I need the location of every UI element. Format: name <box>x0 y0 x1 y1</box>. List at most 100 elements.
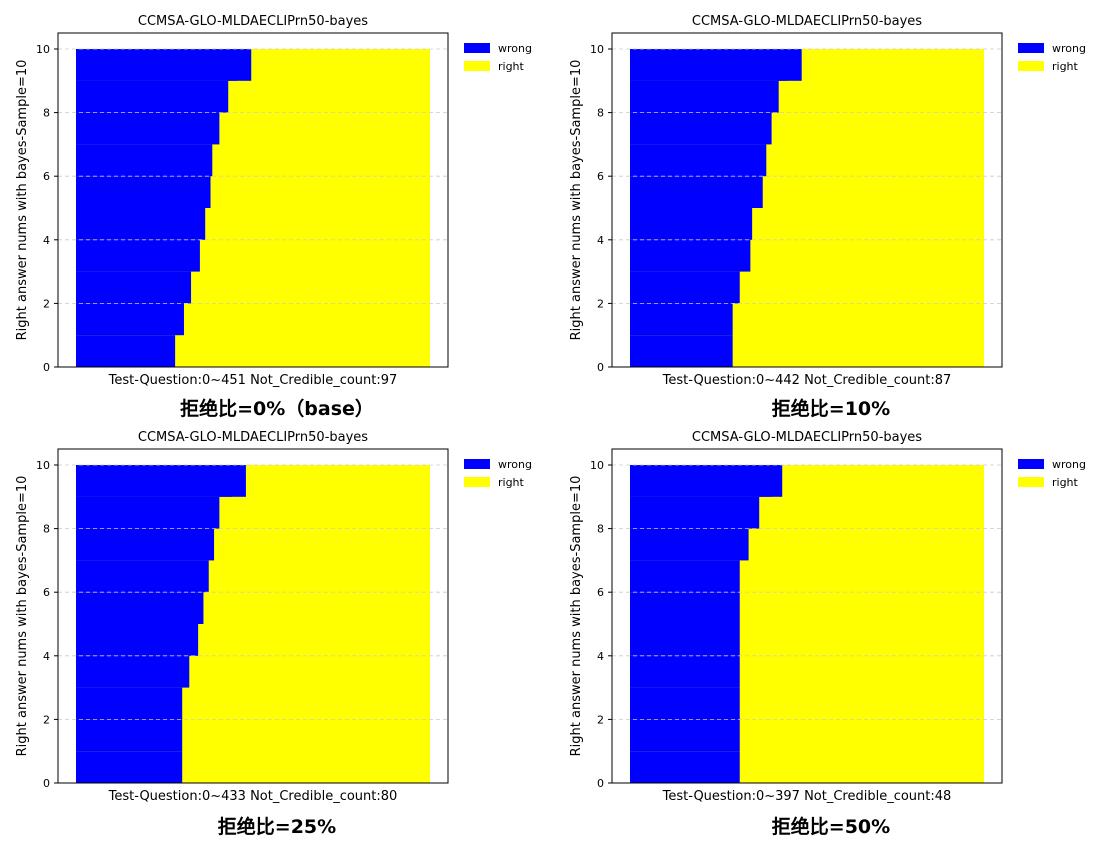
legend-swatch <box>1018 43 1044 53</box>
y-tick-label: 0 <box>43 777 50 790</box>
y-tick-label: 10 <box>36 459 50 472</box>
y-tick-label: 8 <box>597 523 604 536</box>
y-tick-label: 4 <box>597 650 604 663</box>
y-tick-label: 6 <box>43 586 50 599</box>
y-tick-label: 10 <box>590 43 604 56</box>
y-tick-label: 0 <box>597 777 604 790</box>
wrong-bar <box>76 465 246 497</box>
chart-svg-1: CCMSA-GLO-MLDAECLIPrn50-bayes 0 2 4 6 8 10 Righ… <box>569 14 1086 388</box>
wrong-bar <box>630 80 779 113</box>
x-axis-label: Test-Question:0~433 Not_Credible_count:8… <box>108 789 398 804</box>
legend-label: wrong <box>498 42 532 55</box>
wrong-bar <box>76 687 183 720</box>
wrong-bar <box>76 751 183 783</box>
wrong-bar <box>76 655 190 688</box>
wrong-bar <box>630 271 740 304</box>
axes-frame <box>57 448 449 784</box>
y-tick-label: 4 <box>43 650 50 663</box>
wrong-bar <box>76 112 220 145</box>
wrong-bar <box>630 465 783 497</box>
wrong-bar <box>630 655 740 688</box>
wrong-bar <box>630 560 740 593</box>
wrong-bar <box>630 208 753 240</box>
wrong-bar <box>630 751 740 783</box>
wrong-bar <box>76 208 206 240</box>
wrong-bar <box>630 528 749 561</box>
y-tick-label: 8 <box>597 107 604 120</box>
wrong-bar <box>630 303 733 336</box>
legend-swatch <box>1018 61 1044 71</box>
legend-swatch <box>1018 459 1044 469</box>
wrong-bar <box>76 624 199 656</box>
chart-svg-2: CCMSA-GLO-MLDAECLIPrn50-bayes 0 2 4 6 8 10 Righ… <box>15 430 532 804</box>
wrong-bar <box>630 719 740 752</box>
wrong-bar <box>76 271 192 304</box>
y-tick-label: 0 <box>597 361 604 374</box>
wrong-bar <box>630 592 740 624</box>
x-axis-label: Test-Question:0~442 Not_Credible_count:8… <box>662 373 952 388</box>
axes-frame <box>611 32 1003 368</box>
legend-swatch <box>464 61 490 71</box>
wrong-bar <box>76 80 229 113</box>
x-axis-label: Test-Question:0~451 Not_Credible_count:9… <box>108 373 398 388</box>
y-axis-label: Right answer nums with bayes-Sample=10 <box>569 476 584 757</box>
legend-label: wrong <box>1052 42 1086 55</box>
y-tick-label: 10 <box>590 459 604 472</box>
y-tick-label: 8 <box>43 523 50 536</box>
legend-label: right <box>498 476 525 489</box>
wrong-bar <box>76 528 215 561</box>
wrong-bar <box>630 112 772 145</box>
y-tick-label: 4 <box>43 234 50 247</box>
legend-label: right <box>1052 60 1079 73</box>
wrong-bar <box>630 49 802 81</box>
chart-title: CCMSA-GLO-MLDAECLIPrn50-bayes <box>692 430 922 445</box>
chart-title: CCMSA-GLO-MLDAECLIPrn50-bayes <box>138 14 368 29</box>
y-axis-label: Right answer nums with bayes-Sample=10 <box>15 60 30 341</box>
chart-svg-3: CCMSA-GLO-MLDAECLIPrn50-bayes 0 2 4 6 8 10 Righ… <box>569 430 1086 804</box>
y-tick-label: 8 <box>43 107 50 120</box>
y-tick-label: 0 <box>43 361 50 374</box>
legend-label: wrong <box>1052 458 1086 471</box>
chart-panel-3: CCMSA-GLO-MLDAECLIPrn50-bayes 0 2 4 6 8 10 Righ… <box>554 416 1108 838</box>
y-axis-label: Right answer nums with bayes-Sample=10 <box>569 60 584 341</box>
axes-frame <box>57 32 449 368</box>
chart-caption: 拒绝比=0%（base） <box>180 398 374 420</box>
wrong-bar <box>76 176 211 208</box>
chart-panel-1: CCMSA-GLO-MLDAECLIPrn50-bayes 0 2 4 6 8 10 Righ… <box>554 0 1108 420</box>
wrong-bar <box>630 335 733 367</box>
wrong-bar <box>76 496 220 529</box>
y-tick-label: 6 <box>597 170 604 183</box>
legend-swatch <box>464 477 490 487</box>
chart-title: CCMSA-GLO-MLDAECLIPrn50-bayes <box>692 14 922 29</box>
legend-label: right <box>498 60 525 73</box>
y-tick-label: 2 <box>597 713 604 726</box>
y-axis-label: Right answer nums with bayes-Sample=10 <box>15 476 30 757</box>
wrong-bar <box>630 176 763 208</box>
y-tick-label: 4 <box>597 234 604 247</box>
wrong-bar <box>630 239 751 272</box>
y-tick-label: 2 <box>43 713 50 726</box>
y-tick-label: 6 <box>597 586 604 599</box>
wrong-bar <box>76 49 252 81</box>
chart-caption: 拒绝比=50% <box>771 816 891 838</box>
axes-frame <box>611 448 1003 784</box>
legend-swatch <box>1018 477 1044 487</box>
legend-label: right <box>1052 476 1079 489</box>
chart-caption: 拒绝比=10% <box>771 398 891 420</box>
chart-title: CCMSA-GLO-MLDAECLIPrn50-bayes <box>138 430 368 445</box>
chart-panel-0: CCMSA-GLO-MLDAECLIPrn50-bayes 0 2 4 6 8 10 Righ… <box>0 0 554 420</box>
x-axis-label: Test-Question:0~397 Not_Credible_count:4… <box>662 789 952 804</box>
wrong-bar <box>76 719 183 752</box>
wrong-bar <box>630 624 740 656</box>
y-tick-label: 2 <box>43 297 50 310</box>
chart-caption: 拒绝比=25% <box>217 816 337 838</box>
wrong-bar <box>76 335 176 367</box>
wrong-bar <box>76 144 213 177</box>
legend-swatch <box>464 459 490 469</box>
legend-swatch <box>464 43 490 53</box>
wrong-bar <box>76 303 184 336</box>
chart-panel-2: CCMSA-GLO-MLDAECLIPrn50-bayes 0 2 4 6 8 10 Righ… <box>0 416 554 838</box>
wrong-bar <box>76 592 204 624</box>
y-tick-label: 6 <box>43 170 50 183</box>
wrong-bar <box>76 239 200 272</box>
